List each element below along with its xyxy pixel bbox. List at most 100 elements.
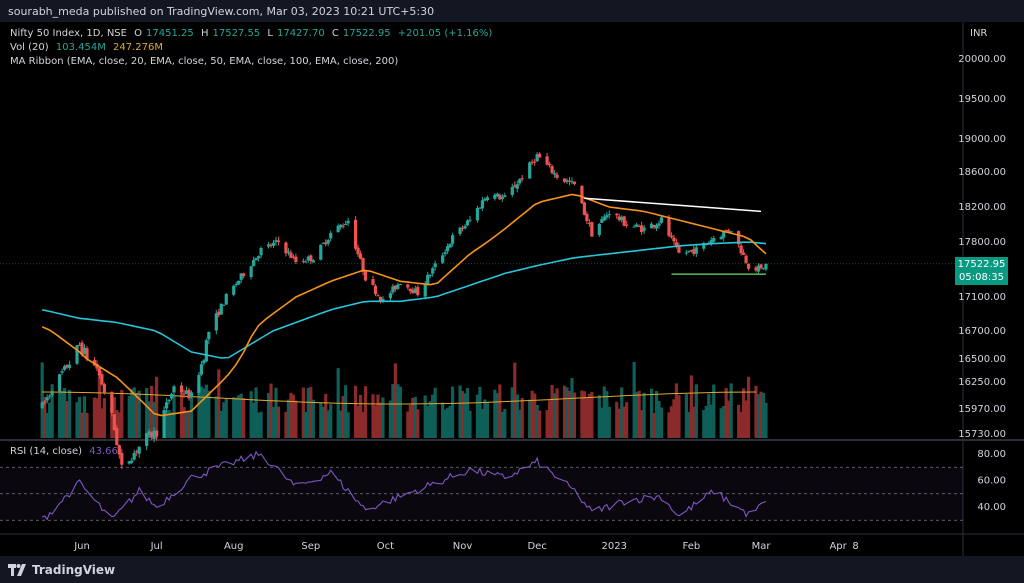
- candle-body: [202, 360, 206, 364]
- candle-body: [493, 194, 497, 199]
- volume-bar: [224, 398, 228, 438]
- candle-body: [640, 225, 644, 233]
- volume-bar: [510, 387, 514, 438]
- rsi-pane: [0, 442, 963, 533]
- symbol-label[interactable]: Nifty 50 Index, 1D, NSE: [10, 28, 127, 39]
- volume-bar: [234, 397, 238, 438]
- candle-body: [132, 452, 136, 460]
- volume-bar: [746, 376, 751, 438]
- candle-body: [712, 238, 716, 242]
- time-tick-label: Feb: [682, 541, 700, 552]
- volume-bar: [692, 406, 696, 438]
- volume-bar: [182, 406, 186, 438]
- volume-bar: [356, 405, 360, 438]
- open-value: 17451.25: [146, 28, 194, 39]
- candle-body: [120, 452, 124, 465]
- candle-body: [605, 215, 609, 218]
- volume-bar: [620, 387, 624, 438]
- volume-bar: [172, 395, 176, 438]
- time-tick-label: Aug: [224, 541, 244, 552]
- currency-label: INR: [970, 28, 988, 39]
- ribbon-label[interactable]: MA Ribbon (EMA, close, 20, EMA, close, 5…: [10, 56, 399, 67]
- candle-body: [448, 243, 452, 248]
- resistance-trendline: [584, 197, 762, 213]
- candle-body: [45, 397, 49, 401]
- candle-body: [413, 288, 417, 294]
- candle-body: [329, 232, 333, 239]
- volume-bar: [416, 409, 420, 438]
- volume-bar: [709, 404, 713, 438]
- tradingview-logo[interactable]: TradingView: [8, 563, 115, 577]
- volume-bar: [276, 406, 281, 438]
- candle-body: [197, 374, 201, 393]
- volume-bar: [291, 394, 296, 438]
- volume-bar: [50, 384, 54, 438]
- volume-bar: [411, 397, 415, 438]
- candle-body: [304, 261, 308, 263]
- volume-bar: [443, 409, 447, 438]
- volume-bar: [249, 391, 253, 438]
- time-tick-label: Nov: [453, 541, 473, 552]
- volume-bar: [164, 410, 169, 438]
- footer-bar: [0, 556, 1024, 583]
- candle-body: [590, 222, 594, 237]
- volume-bar: [677, 395, 681, 438]
- candle-body: [219, 303, 223, 315]
- candlesticks: [40, 152, 768, 469]
- volume-bar: [43, 396, 47, 438]
- volume-bar: [324, 393, 328, 438]
- volume-bar: [137, 390, 141, 438]
- last-price-tag: 17522.95 05:08:35: [955, 257, 1008, 285]
- volume-bar: [580, 390, 584, 438]
- candle-body: [204, 340, 208, 362]
- candle-body: [358, 253, 363, 259]
- volume-bar: [739, 411, 743, 438]
- candle-body: [396, 284, 400, 289]
- price-tick-label: 19500.00: [958, 94, 1006, 105]
- candle-body: [294, 256, 298, 263]
- candle-body: [242, 273, 246, 277]
- volume-bar: [707, 393, 711, 438]
- candle-body: [398, 283, 402, 285]
- volume-bar: [635, 391, 639, 438]
- candle-body: [632, 226, 636, 228]
- volume-value: 103.454M: [55, 42, 106, 53]
- candle-body: [286, 251, 291, 253]
- volume-label[interactable]: Vol (20): [10, 42, 49, 53]
- volume-bar: [702, 410, 706, 438]
- volume-bar: [600, 407, 604, 438]
- volume-bar: [520, 397, 524, 438]
- candle-body: [411, 290, 415, 293]
- candle-body: [97, 368, 102, 376]
- volume-bar: [266, 392, 271, 438]
- candle-body: [684, 252, 688, 254]
- candle-body: [622, 216, 626, 226]
- rsi-label[interactable]: RSI (14, close): [10, 446, 83, 457]
- candle-body: [65, 364, 69, 368]
- candle-body: [60, 371, 64, 373]
- candle-body: [485, 197, 490, 201]
- volume-bar: [155, 376, 159, 438]
- ema-50-line: [42, 241, 767, 359]
- candle-body: [617, 216, 621, 221]
- volume-bar: [217, 369, 221, 438]
- volume-bar: [202, 388, 206, 438]
- candle-body: [408, 288, 412, 292]
- candle-body: [388, 293, 393, 299]
- candle-body: [689, 249, 693, 251]
- candle-body: [259, 247, 263, 256]
- candle-body: [657, 223, 661, 226]
- candle-body: [535, 154, 539, 162]
- volume-bar: [167, 410, 171, 438]
- volume-bar: [426, 405, 430, 438]
- candle-body: [189, 392, 194, 398]
- volume-bar: [145, 387, 149, 438]
- volume-bar: [458, 385, 462, 438]
- rsi-tick-label: 60.00: [977, 476, 1006, 487]
- volume-bar: [408, 404, 412, 438]
- candle-body: [480, 200, 485, 209]
- volume-bar: [423, 395, 427, 438]
- volume-bar: [530, 390, 534, 438]
- low-value: 17427.70: [276, 28, 325, 39]
